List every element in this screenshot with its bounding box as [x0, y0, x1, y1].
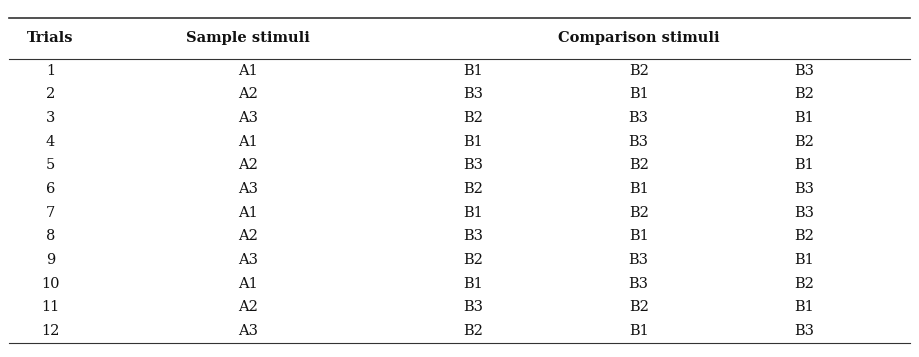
Text: B2: B2	[629, 159, 649, 172]
Text: B2: B2	[794, 87, 814, 101]
Text: A2: A2	[238, 159, 258, 172]
Text: B2: B2	[629, 206, 649, 220]
Text: B3: B3	[794, 64, 814, 78]
Text: Trials: Trials	[28, 31, 74, 45]
Text: A3: A3	[238, 182, 258, 196]
Text: 3: 3	[46, 111, 55, 125]
Text: B2: B2	[794, 135, 814, 149]
Text: B3: B3	[629, 111, 649, 125]
Text: B3: B3	[794, 206, 814, 220]
Text: B1: B1	[794, 253, 814, 267]
Text: B2: B2	[794, 277, 814, 291]
Text: 2: 2	[46, 87, 55, 101]
Text: B2: B2	[463, 324, 483, 338]
Text: B1: B1	[463, 64, 483, 78]
Text: B1: B1	[463, 206, 483, 220]
Text: B2: B2	[629, 64, 649, 78]
Text: B3: B3	[463, 229, 483, 243]
Text: A3: A3	[238, 111, 258, 125]
Text: A1: A1	[238, 64, 258, 78]
Text: B1: B1	[794, 159, 814, 172]
Text: B1: B1	[463, 277, 483, 291]
Text: B2: B2	[463, 253, 483, 267]
Text: 9: 9	[46, 253, 55, 267]
Text: A1: A1	[238, 277, 258, 291]
Text: B3: B3	[794, 182, 814, 196]
Text: A3: A3	[238, 324, 258, 338]
Text: B2: B2	[794, 229, 814, 243]
Text: 6: 6	[46, 182, 55, 196]
Text: B1: B1	[629, 229, 649, 243]
Text: A2: A2	[238, 229, 258, 243]
Text: 10: 10	[41, 277, 60, 291]
Text: B3: B3	[794, 324, 814, 338]
Text: 1: 1	[46, 64, 55, 78]
Text: B1: B1	[794, 300, 814, 314]
Text: B1: B1	[629, 87, 649, 101]
Text: 7: 7	[46, 206, 55, 220]
Text: B1: B1	[629, 182, 649, 196]
Text: 4: 4	[46, 135, 55, 149]
Text: 8: 8	[46, 229, 55, 243]
Text: Comparison stimuli: Comparison stimuli	[558, 31, 720, 45]
Text: B3: B3	[629, 277, 649, 291]
Text: B3: B3	[463, 159, 483, 172]
Text: Sample stimuli: Sample stimuli	[187, 31, 310, 45]
Text: 5: 5	[46, 159, 55, 172]
Text: B2: B2	[463, 111, 483, 125]
Text: A3: A3	[238, 253, 258, 267]
Text: A2: A2	[238, 300, 258, 314]
Text: A2: A2	[238, 87, 258, 101]
Text: B1: B1	[794, 111, 814, 125]
Text: 12: 12	[41, 324, 60, 338]
Text: A1: A1	[238, 135, 258, 149]
Text: B3: B3	[629, 253, 649, 267]
Text: 11: 11	[41, 300, 60, 314]
Text: B3: B3	[463, 300, 483, 314]
Text: B3: B3	[463, 87, 483, 101]
Text: B1: B1	[463, 135, 483, 149]
Text: A1: A1	[238, 206, 258, 220]
Text: B2: B2	[629, 300, 649, 314]
Text: B2: B2	[463, 182, 483, 196]
Text: B1: B1	[629, 324, 649, 338]
Text: B3: B3	[629, 135, 649, 149]
